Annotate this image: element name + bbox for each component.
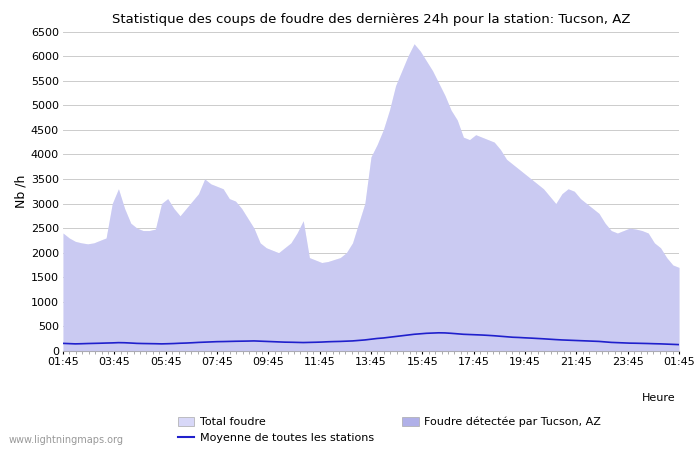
Legend: Total foudre, Moyenne de toutes les stations, Foudre détectée par Tucson, AZ: Total foudre, Moyenne de toutes les stat… xyxy=(174,412,606,448)
Text: Heure: Heure xyxy=(642,393,675,403)
Title: Statistique des coups de foudre des dernières 24h pour la station: Tucson, AZ: Statistique des coups de foudre des dern… xyxy=(112,13,630,26)
Text: www.lightningmaps.org: www.lightningmaps.org xyxy=(8,435,123,445)
Y-axis label: Nb /h: Nb /h xyxy=(15,175,28,208)
